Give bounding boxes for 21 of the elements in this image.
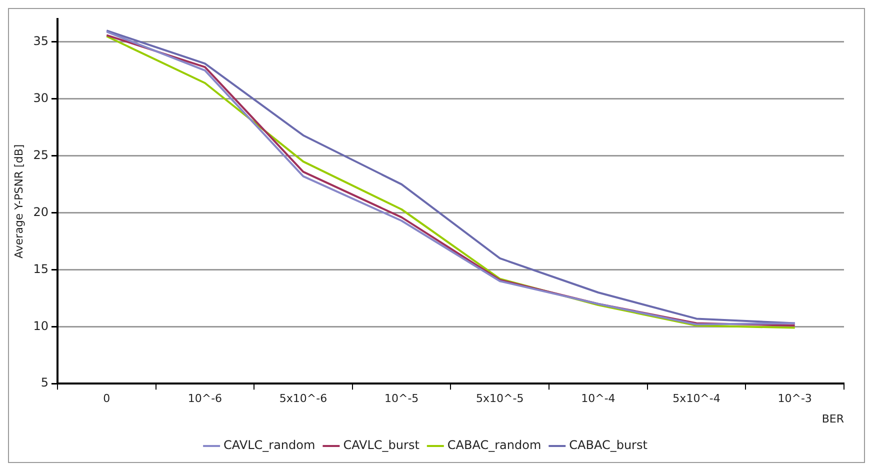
y-axis-title: Average Y-PSNR [dB] [12, 144, 26, 258]
y-tick-label: 20 [33, 204, 48, 219]
x-tick-label: 10^-5 [384, 392, 419, 406]
x-axis-title: BER [822, 412, 844, 426]
x-tick-label: 0 [103, 392, 110, 406]
x-tick-label: 5x10^-4 [672, 392, 720, 406]
y-tick-label: 35 [33, 34, 48, 48]
y-tick-label: 10 [33, 318, 48, 333]
y-tick-label: 30 [33, 91, 48, 106]
y-tick-label: 25 [33, 148, 48, 162]
legend-label: CAVLC_random [224, 438, 316, 452]
x-tick-label: 10^-6 [188, 392, 222, 406]
legend-label: CABAC_burst [569, 438, 648, 452]
x-tick-label: 5x10^-5 [476, 392, 524, 406]
x-tick-label: 5x10^-6 [279, 392, 328, 406]
legend-label: CAVLC_burst [343, 438, 420, 452]
legend-label: CABAC_random [447, 438, 542, 452]
y-tick-label: 15 [33, 262, 48, 276]
x-tick-label: 10^-4 [581, 392, 616, 406]
y-tick-label: 5 [40, 376, 48, 390]
x-tick-label: 10^-3 [778, 392, 812, 406]
